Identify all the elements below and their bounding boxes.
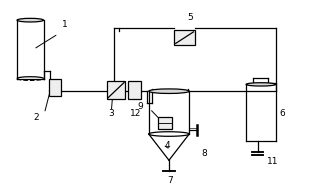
- Bar: [128, 81, 141, 99]
- Bar: [107, 81, 125, 99]
- Text: 6: 6: [280, 109, 285, 118]
- Text: 9: 9: [137, 102, 143, 111]
- Bar: [174, 30, 195, 45]
- Text: 8: 8: [202, 149, 208, 158]
- Ellipse shape: [149, 89, 189, 93]
- Bar: [158, 117, 172, 129]
- Text: 1: 1: [61, 20, 67, 29]
- Ellipse shape: [17, 18, 44, 22]
- Text: 3: 3: [108, 109, 114, 118]
- Text: 5: 5: [187, 13, 193, 22]
- Text: 2: 2: [33, 113, 39, 122]
- Bar: [49, 79, 61, 96]
- Text: 12: 12: [130, 109, 141, 118]
- Ellipse shape: [246, 83, 276, 86]
- Text: 11: 11: [266, 157, 278, 166]
- Text: 4: 4: [164, 141, 170, 150]
- Text: 7: 7: [168, 176, 173, 185]
